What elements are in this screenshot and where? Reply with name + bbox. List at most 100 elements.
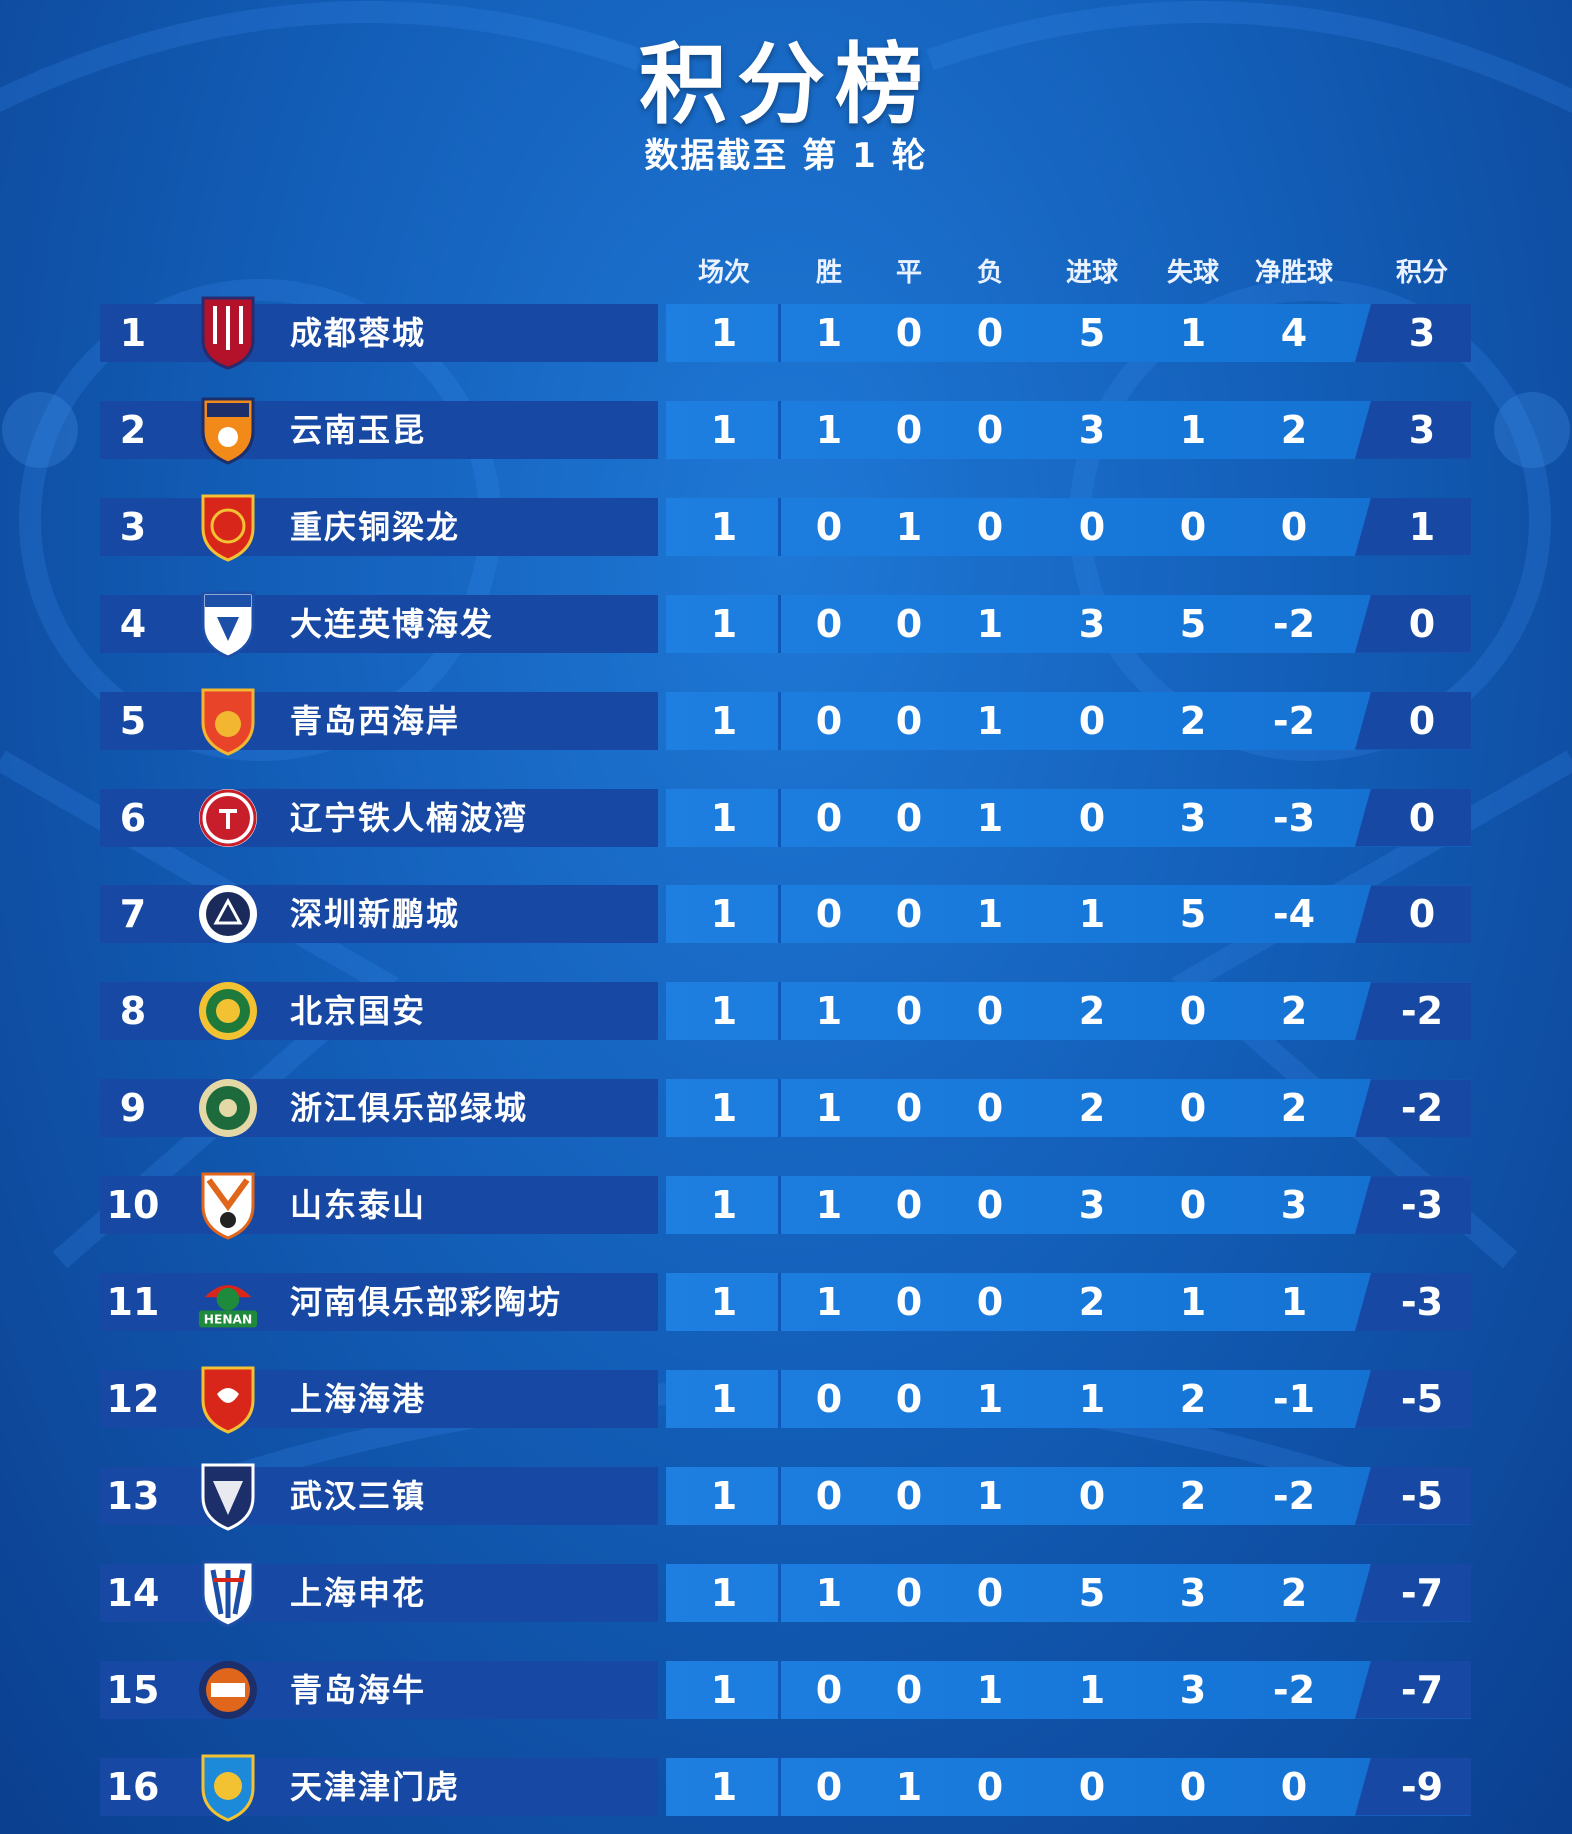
stats-divider	[778, 400, 781, 459]
points-bar	[1355, 691, 1471, 750]
cell-goals-against: 0	[1179, 1183, 1207, 1228]
team-name: 云南玉昆	[290, 410, 427, 449]
stats-bar	[666, 982, 1471, 1041]
wuhan-logo	[197, 1459, 259, 1533]
cell-losses: 0	[976, 1280, 1004, 1324]
points-bar	[1355, 1757, 1471, 1816]
team-bar	[100, 788, 658, 847]
table-row: 6 辽宁铁人楠波湾 1 0 0 1 0 3 -3 0	[0, 788, 1572, 847]
team-name: 大连英博海发	[290, 604, 495, 643]
cell-points: -9	[1400, 1764, 1444, 1809]
team-name: 上海申花	[290, 1573, 427, 1612]
table-row: 4 大连英博海发 1 0 0 1 3 5 -2 0	[0, 591, 1572, 659]
cell-draws: 0	[895, 311, 923, 355]
header-wins: 胜	[815, 258, 843, 288]
team-name: 深圳新鹏城	[290, 895, 461, 934]
cell-draws: 0	[895, 407, 923, 452]
table-row: 10 山东泰山 1 1 0 0 3 0 3 -3	[0, 1172, 1572, 1240]
table-row: 1 成都蓉城 1 1 0 0 5 1 4 3	[0, 296, 1572, 370]
cell-goals-against: 1	[1179, 407, 1207, 452]
cell-goals-against: 0	[1179, 1086, 1207, 1131]
team-name: 北京国安	[290, 992, 427, 1031]
cell-goals-for: 0	[1078, 1473, 1106, 1518]
header-draws: 平	[895, 258, 923, 288]
cell-losses: 1	[976, 698, 1004, 743]
henan-logo: HENAN	[197, 1265, 259, 1339]
rank: 16	[106, 1764, 160, 1809]
shanghai-port-logo	[197, 1362, 259, 1436]
cell-draws: 0	[895, 1280, 923, 1324]
cell-wins: 0	[815, 504, 843, 549]
cell-losses: 0	[976, 311, 1004, 355]
rank: 4	[119, 601, 147, 646]
header-goals-for: 进球	[1065, 258, 1119, 288]
team-bar	[100, 885, 658, 944]
table-row: 11 HENAN 河南俱乐部彩陶坊 1 1 0 0 2 1 1 -3	[0, 1273, 1572, 1331]
stats-bar	[666, 594, 1471, 653]
stats-bar	[666, 1369, 1471, 1428]
team-bar	[100, 1176, 658, 1235]
cell-matches: 1	[710, 1764, 738, 1809]
cell-goals-against: 0	[1179, 989, 1207, 1034]
cell-draws: 0	[895, 1473, 923, 1518]
stats-bar	[666, 304, 1471, 362]
team-name: 河南俱乐部彩陶坊	[290, 1283, 563, 1321]
cell-wins: 1	[815, 989, 843, 1034]
rank: 12	[106, 1376, 160, 1421]
chongqing-logo	[197, 490, 259, 564]
cell-matches: 1	[710, 601, 738, 646]
cell-matches: 1	[710, 698, 738, 743]
cell-points: -3	[1400, 1280, 1444, 1324]
stats-bar	[666, 1176, 1471, 1235]
cell-goal-difference: -4	[1272, 892, 1316, 937]
table-row: 8 北京国安 1 1 0 0 2 0 2 -2	[0, 982, 1572, 1041]
cell-draws: 0	[895, 601, 923, 646]
page-subtitle: 数据截至 第 1 轮	[644, 136, 928, 176]
henan-logo-text: HENAN	[204, 1313, 252, 1327]
stats-bar	[666, 1563, 1471, 1622]
cell-goal-difference: 2	[1280, 1570, 1308, 1615]
stats-divider	[778, 788, 781, 847]
points-bar	[1355, 1369, 1471, 1428]
stats-divider	[778, 691, 781, 750]
cell-losses: 1	[976, 795, 1004, 840]
stats-divider	[778, 594, 781, 653]
rank: 11	[106, 1280, 160, 1324]
cell-goal-difference: -2	[1272, 1473, 1316, 1518]
stats-bar	[666, 1757, 1471, 1816]
stats-divider	[778, 497, 781, 556]
rank: 5	[119, 698, 147, 743]
cell-losses: 0	[976, 504, 1004, 549]
stats-divider	[778, 1079, 781, 1138]
cell-matches: 1	[710, 504, 738, 549]
stats-bar	[666, 497, 1471, 556]
cell-goals-for: 0	[1078, 1764, 1106, 1809]
cell-goals-for: 0	[1078, 504, 1106, 549]
stats-bar	[666, 885, 1471, 944]
table-row: 2 云南玉昆 1 1 0 0 3 1 2 3	[0, 397, 1572, 465]
qingdao-hainiu-logo	[197, 1653, 259, 1727]
page-title: 积分榜	[638, 33, 933, 136]
cell-goal-difference: -2	[1272, 601, 1316, 646]
rank: 13	[106, 1473, 160, 1518]
cell-goals-against: 3	[1179, 1667, 1207, 1712]
rank: 8	[119, 989, 147, 1034]
shenhua-logo	[197, 1556, 259, 1630]
cell-wins: 0	[815, 1473, 843, 1518]
cell-losses: 0	[976, 1086, 1004, 1131]
points-bar	[1355, 788, 1471, 847]
table-row: 5 青岛西海岸 1 0 0 1 0 2 -2 0	[0, 688, 1572, 756]
qingdao-west-coast-logo	[197, 684, 259, 758]
cell-goals-for: 0	[1078, 698, 1106, 743]
header-goals-against: 失球	[1166, 258, 1220, 288]
rank: 14	[106, 1570, 160, 1615]
cell-goal-difference: -1	[1272, 1376, 1316, 1421]
header-matches: 场次	[697, 258, 751, 288]
team-name: 重庆铜梁龙	[290, 507, 461, 546]
header-losses: 负	[976, 258, 1004, 288]
cell-matches: 1	[710, 892, 738, 937]
cell-goals-against: 5	[1179, 601, 1207, 646]
cell-losses: 1	[976, 601, 1004, 646]
stats-divider	[778, 1176, 781, 1235]
stats-divider	[778, 1273, 781, 1331]
